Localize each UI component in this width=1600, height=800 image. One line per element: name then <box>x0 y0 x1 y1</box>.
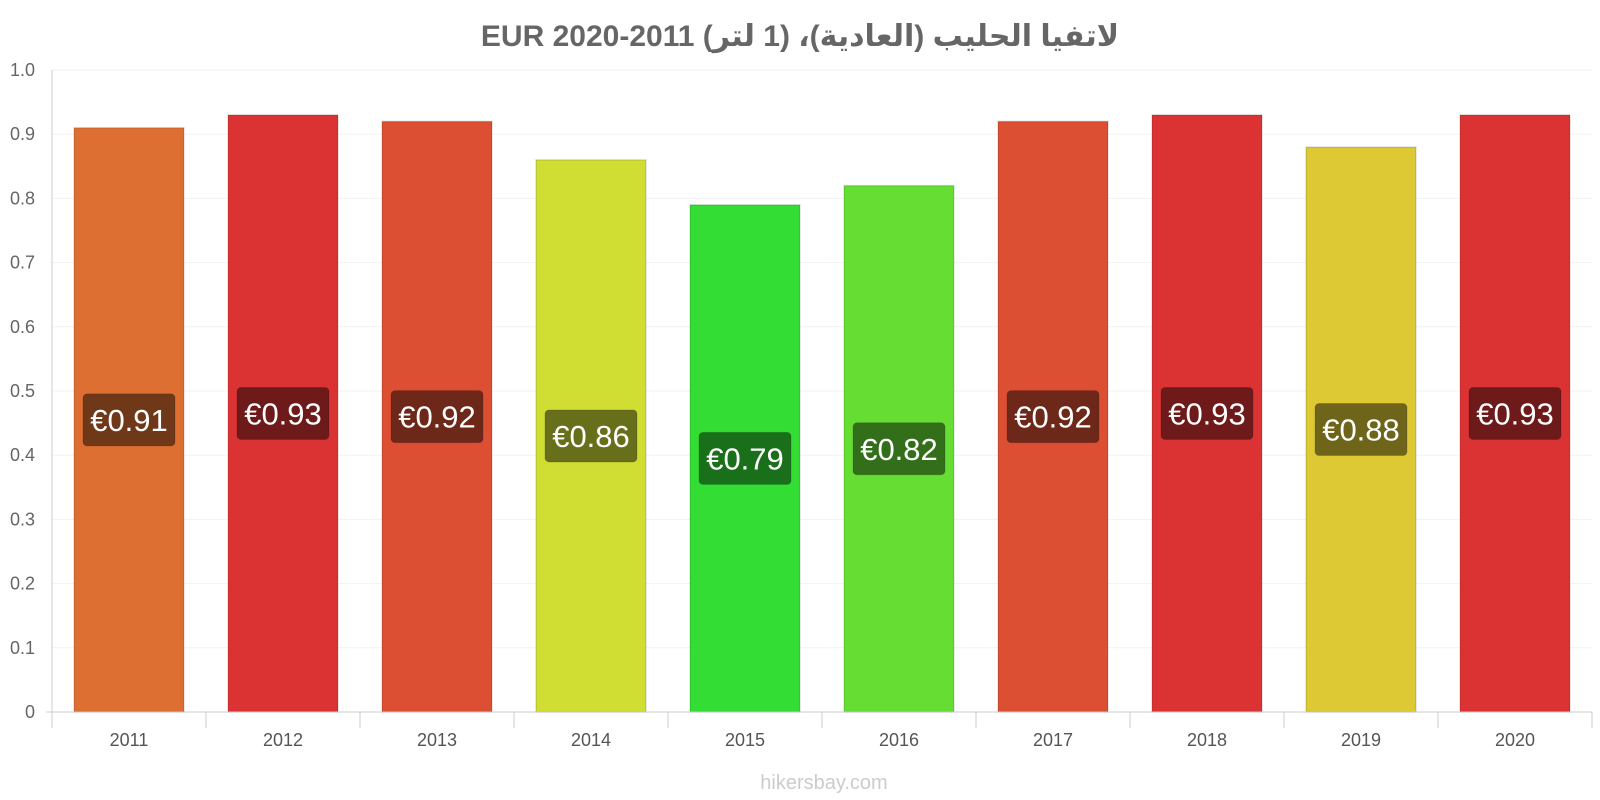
data-label: €0.86 <box>552 419 630 454</box>
y-tick-label: 0.1 <box>10 638 35 658</box>
x-tick-label: 2020 <box>1495 730 1535 750</box>
x-tick-label: 2019 <box>1341 730 1381 750</box>
data-label-badge <box>1468 386 1562 440</box>
y-tick-label: 0.5 <box>10 381 35 401</box>
y-tick-label: 0.3 <box>10 509 35 529</box>
y-tick-label: 0.6 <box>10 317 35 337</box>
x-tick-label: 2013 <box>417 730 457 750</box>
data-label: €0.82 <box>860 432 938 467</box>
x-axis: 2011 2012 2013 2014 2015 2016 2017 2018 2019 2020 <box>46 711 1593 750</box>
y-tick-label: 0.4 <box>10 445 35 465</box>
data-label-badge <box>82 393 176 447</box>
x-tick-label: 2011 <box>110 730 149 750</box>
y-tick-label: 0 <box>25 702 35 722</box>
data-label-badge <box>698 431 792 485</box>
source-credit: hikersbay.com <box>760 772 887 794</box>
data-label: €0.92 <box>398 400 476 435</box>
data-label-badge <box>1160 386 1254 440</box>
chart-title: لاتفيا الحليب (العادية)، (1 لتر) EUR 202… <box>481 20 1119 53</box>
data-label-badge <box>1006 390 1100 444</box>
data-label-badge <box>852 422 946 476</box>
data-label: €0.93 <box>1476 396 1554 431</box>
x-tick-label: 2017 <box>1033 730 1073 750</box>
data-label: €0.79 <box>706 441 784 476</box>
x-tick-label: 2012 <box>263 730 303 750</box>
data-labels-group: €0.91 €0.93 €0.92 €0.86 €0.79 €0.82 €0.92 €0.93… <box>82 386 1562 485</box>
data-label: €0.92 <box>1014 400 1092 435</box>
x-tick-label: 2016 <box>879 730 919 750</box>
data-label: €0.93 <box>244 396 322 431</box>
x-tick-label: 2018 <box>1187 730 1227 750</box>
y-tick-label: 0.2 <box>10 574 35 594</box>
data-label-badge <box>544 409 638 463</box>
data-label-badge <box>390 390 484 444</box>
data-label-badge <box>1314 403 1408 457</box>
y-axis: 0 0.1 0.2 0.3 0.4 0.5 0.6 0.7 0.8 0.9 1.0 <box>10 60 53 728</box>
x-tick-label: 2015 <box>725 730 765 750</box>
data-label-badge <box>236 386 330 440</box>
y-tick-label: 1.0 <box>10 60 35 80</box>
data-label: €0.91 <box>90 403 168 438</box>
data-label: €0.93 <box>1168 396 1246 431</box>
data-label: €0.88 <box>1322 413 1400 448</box>
y-tick-label: 0.8 <box>10 188 35 208</box>
x-tick-label: 2014 <box>571 730 611 750</box>
y-tick-label: 0.9 <box>10 124 35 144</box>
y-tick-label: 0.7 <box>10 253 35 273</box>
